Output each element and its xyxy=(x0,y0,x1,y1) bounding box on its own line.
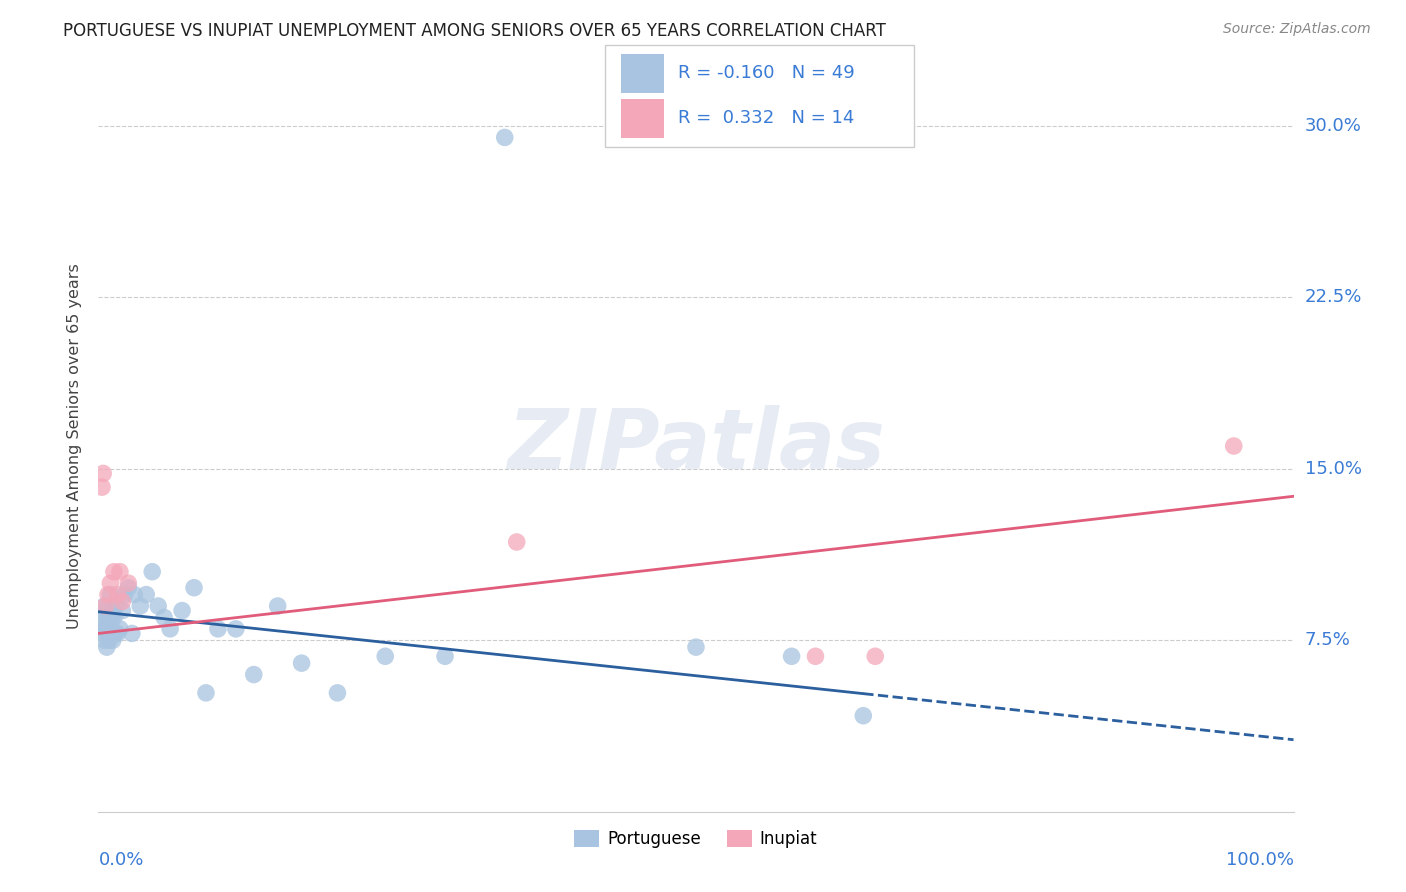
Point xyxy=(101,604,124,618)
Point xyxy=(97,615,120,629)
Text: Source: ZipAtlas.com: Source: ZipAtlas.com xyxy=(1223,22,1371,37)
Point xyxy=(117,576,139,591)
Text: 100.0%: 100.0% xyxy=(1226,851,1294,869)
Point xyxy=(1223,439,1246,453)
Point xyxy=(98,610,121,624)
Point xyxy=(98,588,122,602)
Point xyxy=(148,599,170,613)
Point xyxy=(183,581,205,595)
Point xyxy=(153,610,176,624)
Point xyxy=(100,622,122,636)
Point xyxy=(107,588,129,602)
Point xyxy=(111,594,134,608)
Point xyxy=(141,565,163,579)
Point xyxy=(100,610,122,624)
Text: 0.0%: 0.0% xyxy=(98,851,143,869)
Point xyxy=(98,576,122,591)
Point xyxy=(94,622,117,636)
Point xyxy=(135,588,157,602)
Point xyxy=(506,535,529,549)
Point xyxy=(94,599,117,613)
Point xyxy=(103,565,125,579)
Text: 30.0%: 30.0% xyxy=(1305,117,1361,135)
Point xyxy=(207,622,229,636)
Point xyxy=(195,686,218,700)
Text: ZIPatlas: ZIPatlas xyxy=(508,406,884,486)
Point xyxy=(91,617,114,632)
Point xyxy=(172,604,194,618)
Point xyxy=(103,610,125,624)
Point xyxy=(225,622,247,636)
Point xyxy=(865,649,887,664)
Point xyxy=(105,599,128,613)
Point xyxy=(90,610,112,624)
Legend: Portuguese, Inupiat: Portuguese, Inupiat xyxy=(568,823,824,855)
Point xyxy=(97,588,120,602)
Point xyxy=(159,622,181,636)
Text: 7.5%: 7.5% xyxy=(1305,632,1351,649)
Point xyxy=(243,667,266,681)
Point xyxy=(108,622,131,636)
Point xyxy=(291,656,314,670)
Point xyxy=(97,626,120,640)
Point xyxy=(852,708,875,723)
Point xyxy=(780,649,803,664)
Point xyxy=(111,604,134,618)
Point xyxy=(434,649,457,664)
Point xyxy=(91,467,114,481)
Point xyxy=(108,565,131,579)
Point xyxy=(98,622,122,636)
Point xyxy=(129,599,152,613)
Point xyxy=(94,604,117,618)
Point xyxy=(91,480,114,494)
Point xyxy=(101,633,124,648)
Point xyxy=(93,599,115,613)
Point xyxy=(98,633,121,648)
Point xyxy=(93,633,115,648)
Point xyxy=(96,640,118,655)
Point xyxy=(121,626,143,640)
Text: PORTUGUESE VS INUPIAT UNEMPLOYMENT AMONG SENIORS OVER 65 YEARS CORRELATION CHART: PORTUGUESE VS INUPIAT UNEMPLOYMENT AMONG… xyxy=(63,22,886,40)
Point xyxy=(114,588,136,602)
Point xyxy=(804,649,827,664)
Point xyxy=(104,626,127,640)
Text: R =  0.332   N = 14: R = 0.332 N = 14 xyxy=(678,110,853,128)
Text: R = -0.160   N = 49: R = -0.160 N = 49 xyxy=(678,64,855,82)
Point xyxy=(374,649,396,664)
Text: 15.0%: 15.0% xyxy=(1305,460,1361,478)
Point xyxy=(494,130,516,145)
Point xyxy=(117,581,139,595)
Point xyxy=(326,686,349,700)
Point xyxy=(91,626,114,640)
Point xyxy=(107,626,129,640)
Point xyxy=(124,588,146,602)
Point xyxy=(685,640,707,655)
Point xyxy=(267,599,290,613)
Text: 22.5%: 22.5% xyxy=(1305,288,1362,307)
Y-axis label: Unemployment Among Seniors over 65 years: Unemployment Among Seniors over 65 years xyxy=(67,263,83,629)
